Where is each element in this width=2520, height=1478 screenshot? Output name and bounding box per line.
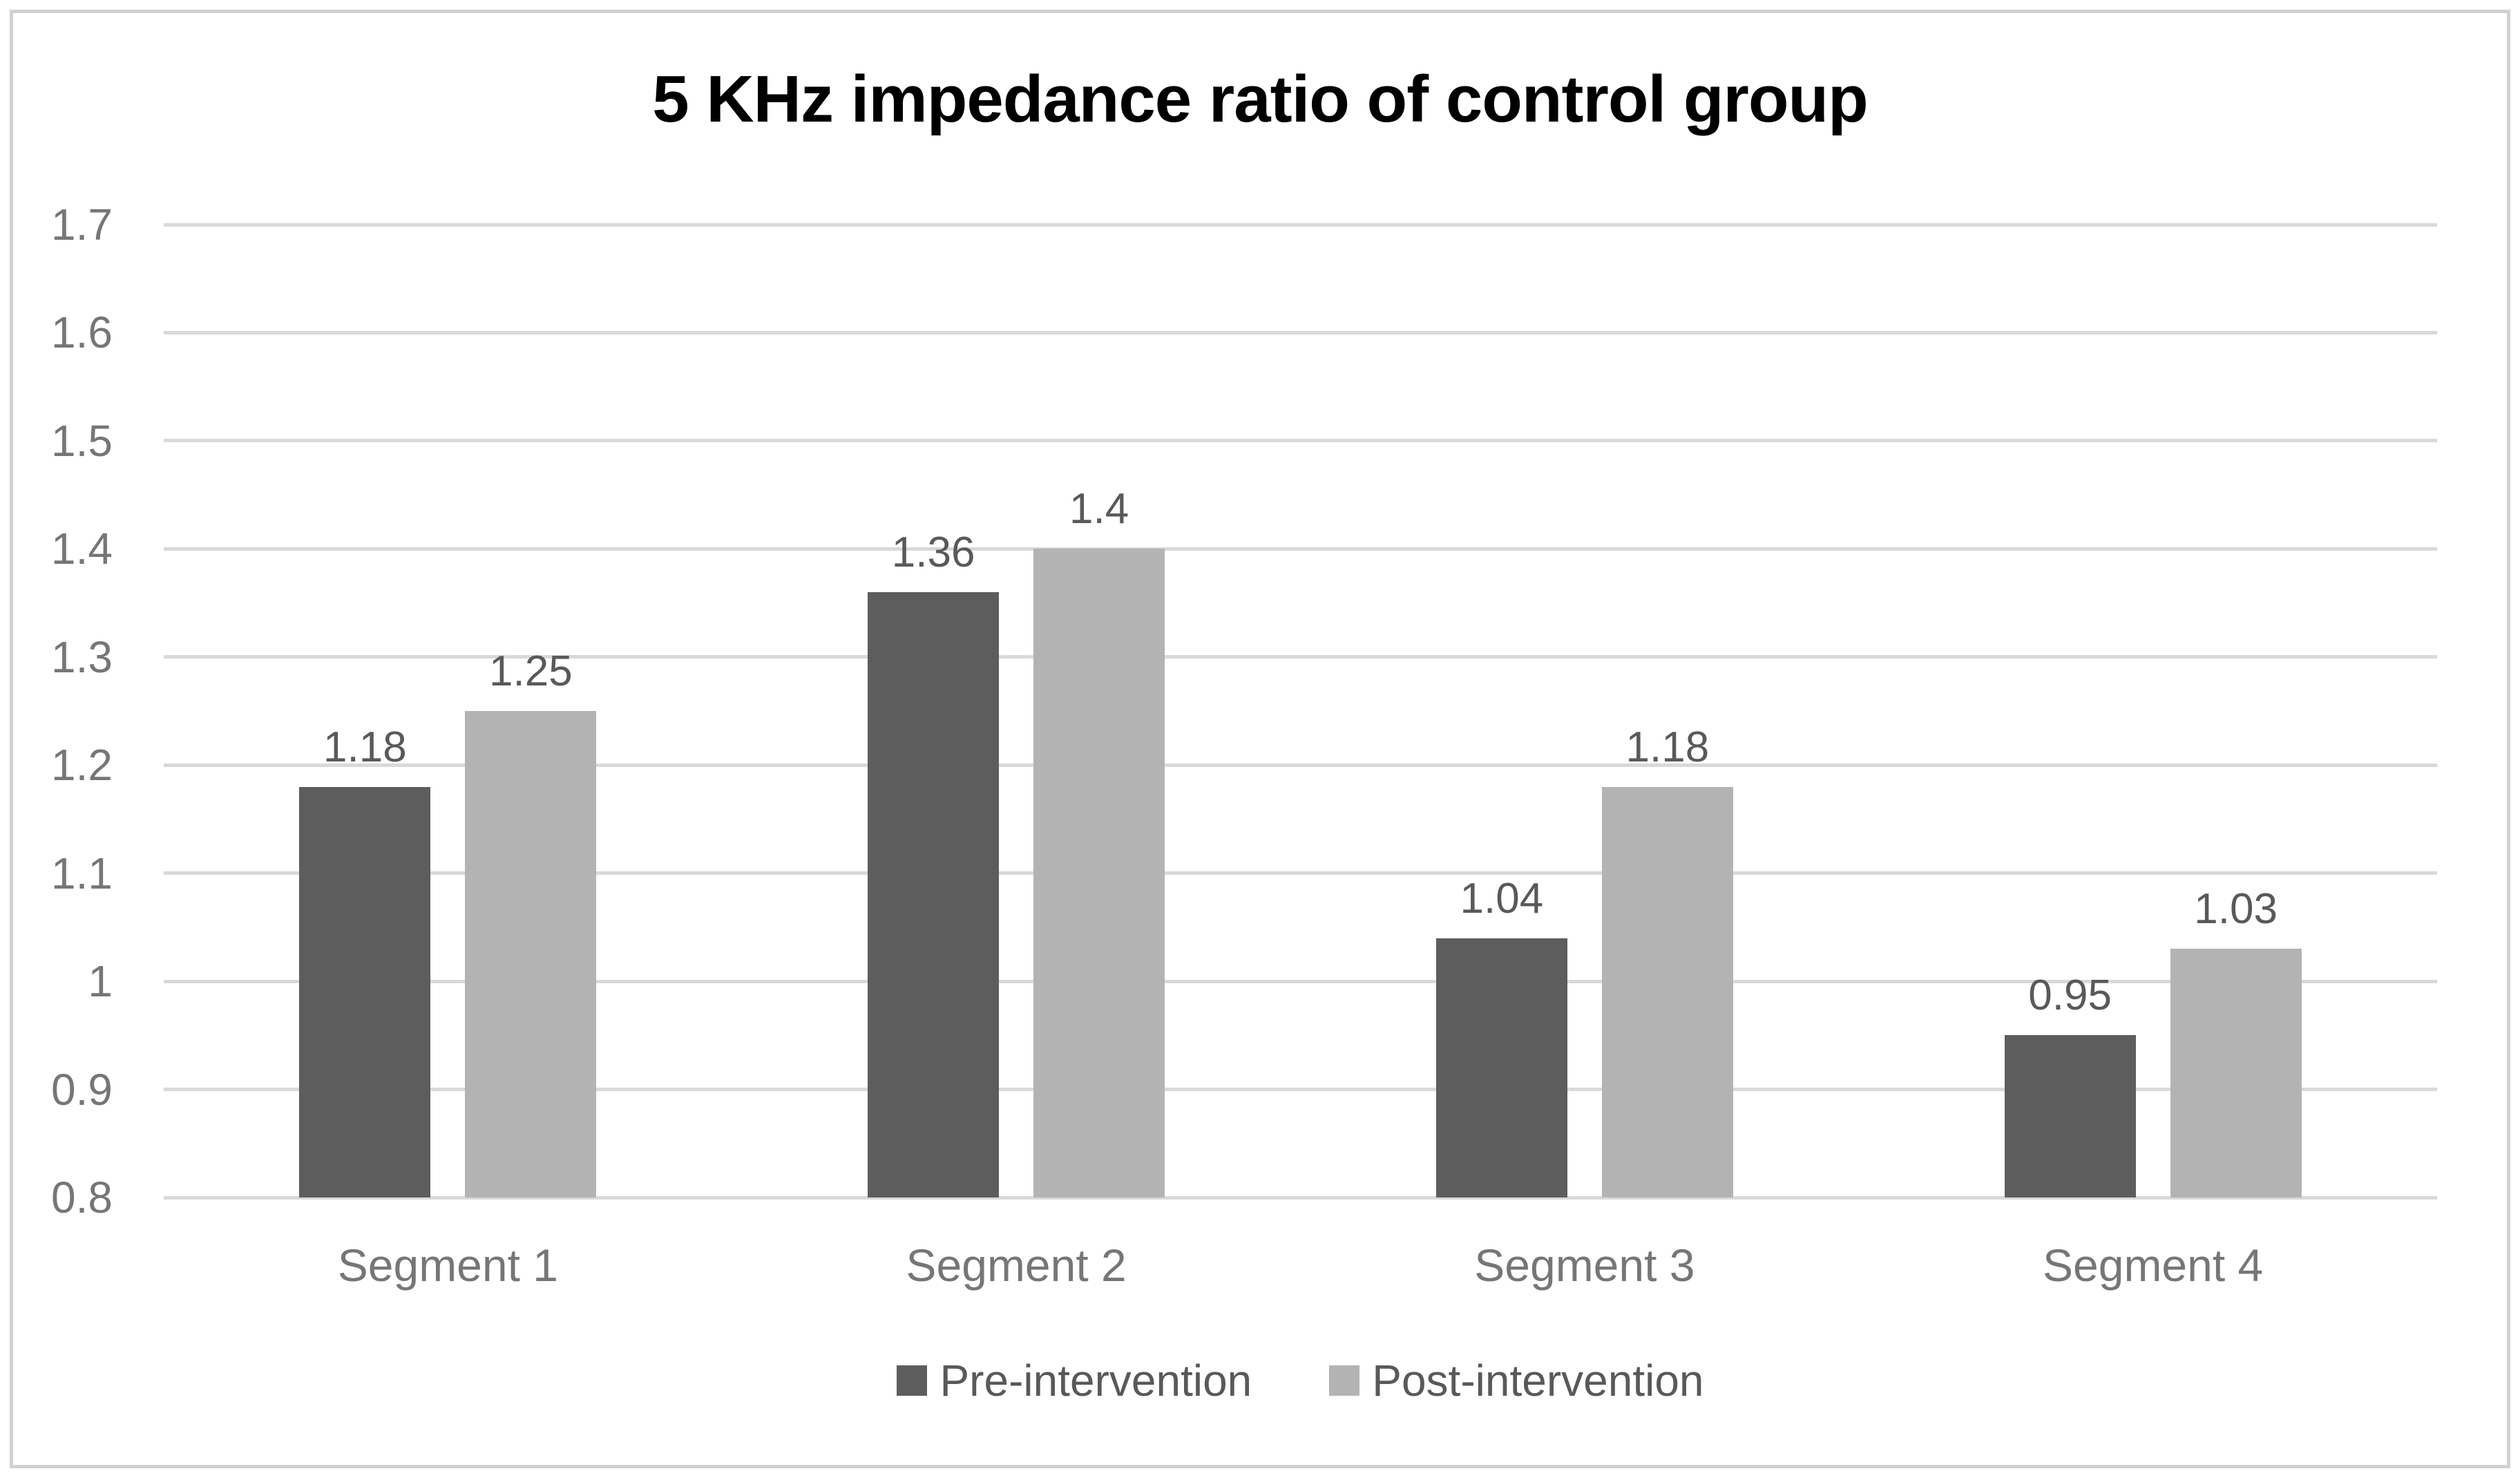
gridline-1 (164, 979, 2437, 983)
y-tick-label-1.4: 1.4 (51, 524, 113, 574)
data-label-post-intervention-segment-2: 1.4 (1069, 485, 1129, 533)
y-tick-label-1.5: 1.5 (51, 415, 113, 466)
bar-post-intervention-segment-2 (1033, 549, 1165, 1197)
y-tick-label-1.7: 1.7 (51, 200, 113, 249)
bar-post-intervention-segment-4 (2170, 949, 2302, 1197)
bar-pre-intervention-segment-3 (1435, 938, 1567, 1197)
legend-item-pre-intervention: Pre-intervention (897, 1355, 1252, 1406)
data-label-pre-intervention-segment-4: 0.95 (2028, 972, 2112, 1020)
x-axis-label-segment-1: Segment 1 (337, 1240, 558, 1291)
y-tick-label-0.8: 0.8 (51, 1173, 113, 1222)
data-label-post-intervention-segment-1: 1.25 (489, 647, 573, 695)
bar-pre-intervention-segment-2 (868, 591, 1000, 1197)
gridline-1.2 (164, 763, 2437, 767)
gridline-1.6 (164, 330, 2437, 334)
gridline-1.1 (164, 871, 2437, 875)
y-tick-label-1.6: 1.6 (51, 307, 113, 358)
x-axis-label-segment-3: Segment 3 (1474, 1240, 1695, 1291)
gridline-1.5 (164, 439, 2437, 443)
data-label-pre-intervention-segment-2: 1.36 (891, 528, 975, 576)
legend-label-pre-intervention: Pre-intervention (939, 1356, 1252, 1405)
gridline-1.3 (164, 655, 2437, 659)
legend-item-post-intervention: Post-intervention (1329, 1355, 1704, 1406)
y-tick-label-0.9: 0.9 (51, 1064, 113, 1115)
plot-area: 1.7 1.6 1.5 1.4 1.3 1.2 1.1 1 0.9 0.8 1.18 1.25 Segm… (51, 200, 2437, 1405)
gridline-1.7 (164, 222, 2437, 227)
data-label-pre-intervention-segment-1: 1.18 (323, 723, 407, 771)
chart-title: 5 KHz impedance ratio of control group (652, 62, 1868, 136)
legend-label-post-intervention: Post-intervention (1372, 1356, 1704, 1405)
y-tick-label-1.3: 1.3 (51, 632, 113, 682)
x-axis-label-segment-4: Segment 4 (2043, 1240, 2264, 1291)
x-axis-label-segment-2: Segment 2 (906, 1240, 1127, 1291)
y-tick-label-1: 1 (88, 956, 113, 1007)
gridline-0.8 (164, 1195, 2437, 1200)
legend-swatch-icon (897, 1365, 928, 1396)
bar-post-intervention-segment-1 (465, 711, 597, 1197)
gridline-1.4 (164, 547, 2437, 551)
data-label-post-intervention-segment-4: 1.03 (2194, 885, 2278, 934)
bar-post-intervention-segment-3 (1601, 786, 1733, 1197)
data-label-pre-intervention-segment-3: 1.04 (1460, 874, 1544, 922)
data-label-post-intervention-segment-3: 1.18 (1625, 723, 1710, 771)
chart-figure: 5 KHz impedance ratio of control group 1… (10, 10, 2510, 1468)
y-tick-label-1.2: 1.2 (51, 740, 113, 790)
legend-swatch-icon (1329, 1365, 1360, 1396)
gridline-0.9 (164, 1088, 2437, 1092)
bar-pre-intervention-segment-1 (299, 786, 431, 1197)
bar-pre-intervention-segment-4 (2004, 1035, 2136, 1197)
y-tick-label-1.1: 1.1 (51, 848, 113, 898)
legend: Pre-intervention Post-intervention (164, 1355, 2437, 1406)
